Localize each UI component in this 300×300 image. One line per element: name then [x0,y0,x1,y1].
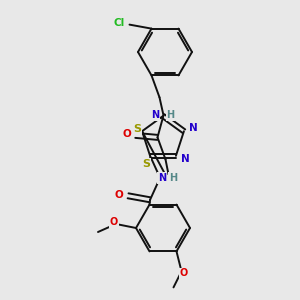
Text: O: O [122,129,131,140]
Text: H: H [167,110,175,120]
Text: H: H [169,173,177,183]
Text: O: O [179,268,188,278]
Text: N: N [152,110,160,120]
Text: O: O [115,190,123,200]
Text: S: S [142,159,150,169]
Text: N: N [181,154,189,164]
Text: S: S [167,176,175,186]
Text: Cl: Cl [114,18,125,28]
Text: N: N [158,173,166,183]
Text: N: N [188,123,197,133]
Text: O: O [110,217,118,227]
Text: S: S [133,124,141,134]
